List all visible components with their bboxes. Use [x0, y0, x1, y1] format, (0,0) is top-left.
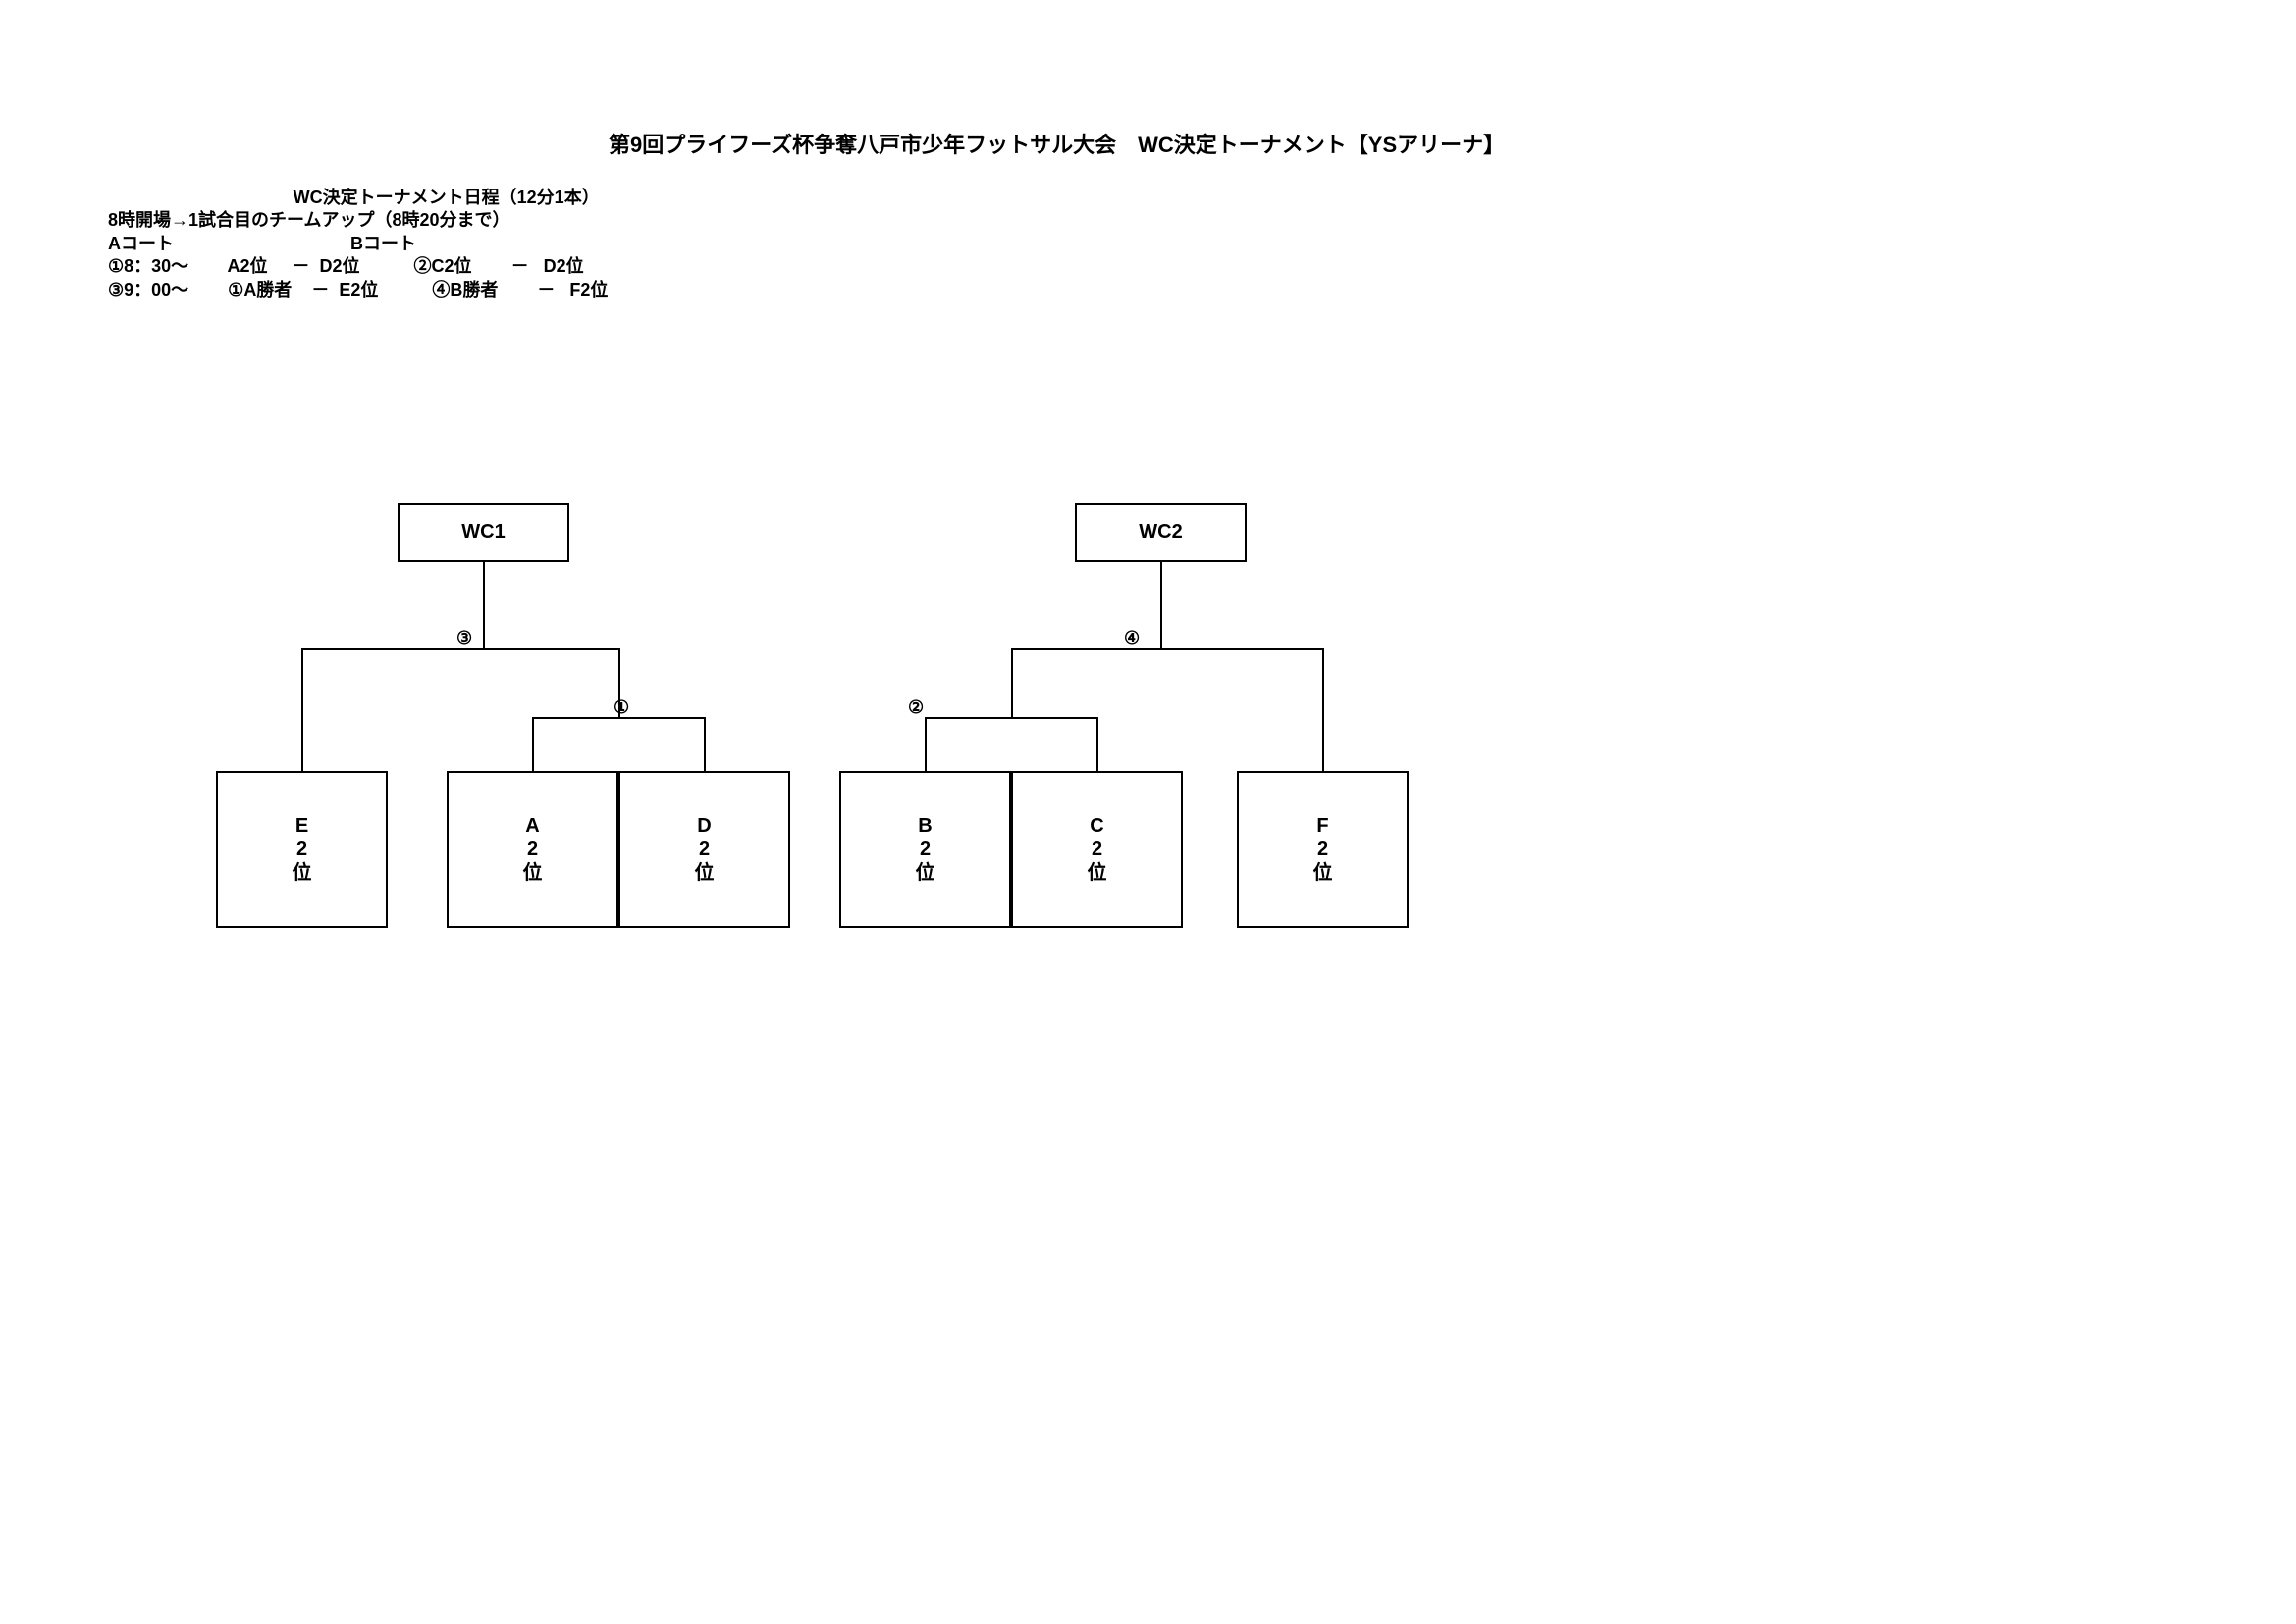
team-f2: F2位 [1237, 771, 1409, 928]
team-line: 2 [920, 838, 931, 861]
team-line: 2 [699, 838, 710, 861]
team-line: F [1316, 814, 1328, 838]
bracket-line [1011, 648, 1323, 650]
team-e2: E2位 [216, 771, 388, 928]
team-line: 2 [1317, 838, 1328, 861]
schedule-header: WC決定トーナメント日程（12分1本） [108, 187, 608, 209]
bracket-line [301, 648, 303, 771]
team-a2: A2位 [447, 771, 618, 928]
match-label-1: ① [614, 697, 629, 718]
match-label-2: ② [908, 697, 924, 718]
schedule-row-0: ①8：30～ A2位 － D2位 ②C2位 － D2位 [108, 255, 608, 278]
team-line: 2 [296, 838, 307, 861]
page-title: 第9回プライフーズ杯争奪八戸市少年フットサル大会 WC決定トーナメント【YSアリ… [609, 128, 1505, 159]
bracket-line [1096, 717, 1098, 771]
schedule-subheader: 8時開場→1試合目のチームアップ（8時20分まで） [108, 209, 608, 232]
team-line: E [295, 814, 308, 838]
final-wc1: WC1 [398, 503, 569, 562]
team-line: 位 [1088, 861, 1107, 885]
team-b2: B2位 [839, 771, 1011, 928]
team-line: 位 [916, 861, 935, 885]
bracket-line [483, 562, 485, 648]
match-label-0: ③ [456, 628, 472, 649]
team-line: A [525, 814, 539, 838]
bracket-line [925, 717, 927, 771]
team-c2: C2位 [1011, 771, 1183, 928]
bracket-line [1160, 562, 1162, 648]
team-line: 位 [293, 861, 312, 885]
bracket-line [1011, 648, 1013, 717]
team-line: D [697, 814, 711, 838]
bracket-line [925, 717, 1097, 719]
team-line: 位 [695, 861, 715, 885]
bracket-line [1322, 648, 1324, 771]
team-line: 位 [523, 861, 543, 885]
schedule-row-1: ③9：00～ ①A勝者 － E2位 ④B勝者 － F2位 [108, 279, 608, 301]
court-labels: Aコート Bコート [108, 233, 608, 255]
bracket-line [532, 717, 534, 771]
match-label-3: ④ [1124, 628, 1140, 649]
final-wc2: WC2 [1075, 503, 1247, 562]
team-line: 位 [1313, 861, 1333, 885]
team-line: 2 [1092, 838, 1102, 861]
team-line: B [918, 814, 932, 838]
schedule-block: WC決定トーナメント日程（12分1本）8時開場→1試合目のチームアップ（8時20… [108, 187, 608, 301]
team-line: C [1090, 814, 1103, 838]
team-line: 2 [527, 838, 538, 861]
bracket-line [704, 717, 706, 771]
team-d2: D2位 [618, 771, 790, 928]
